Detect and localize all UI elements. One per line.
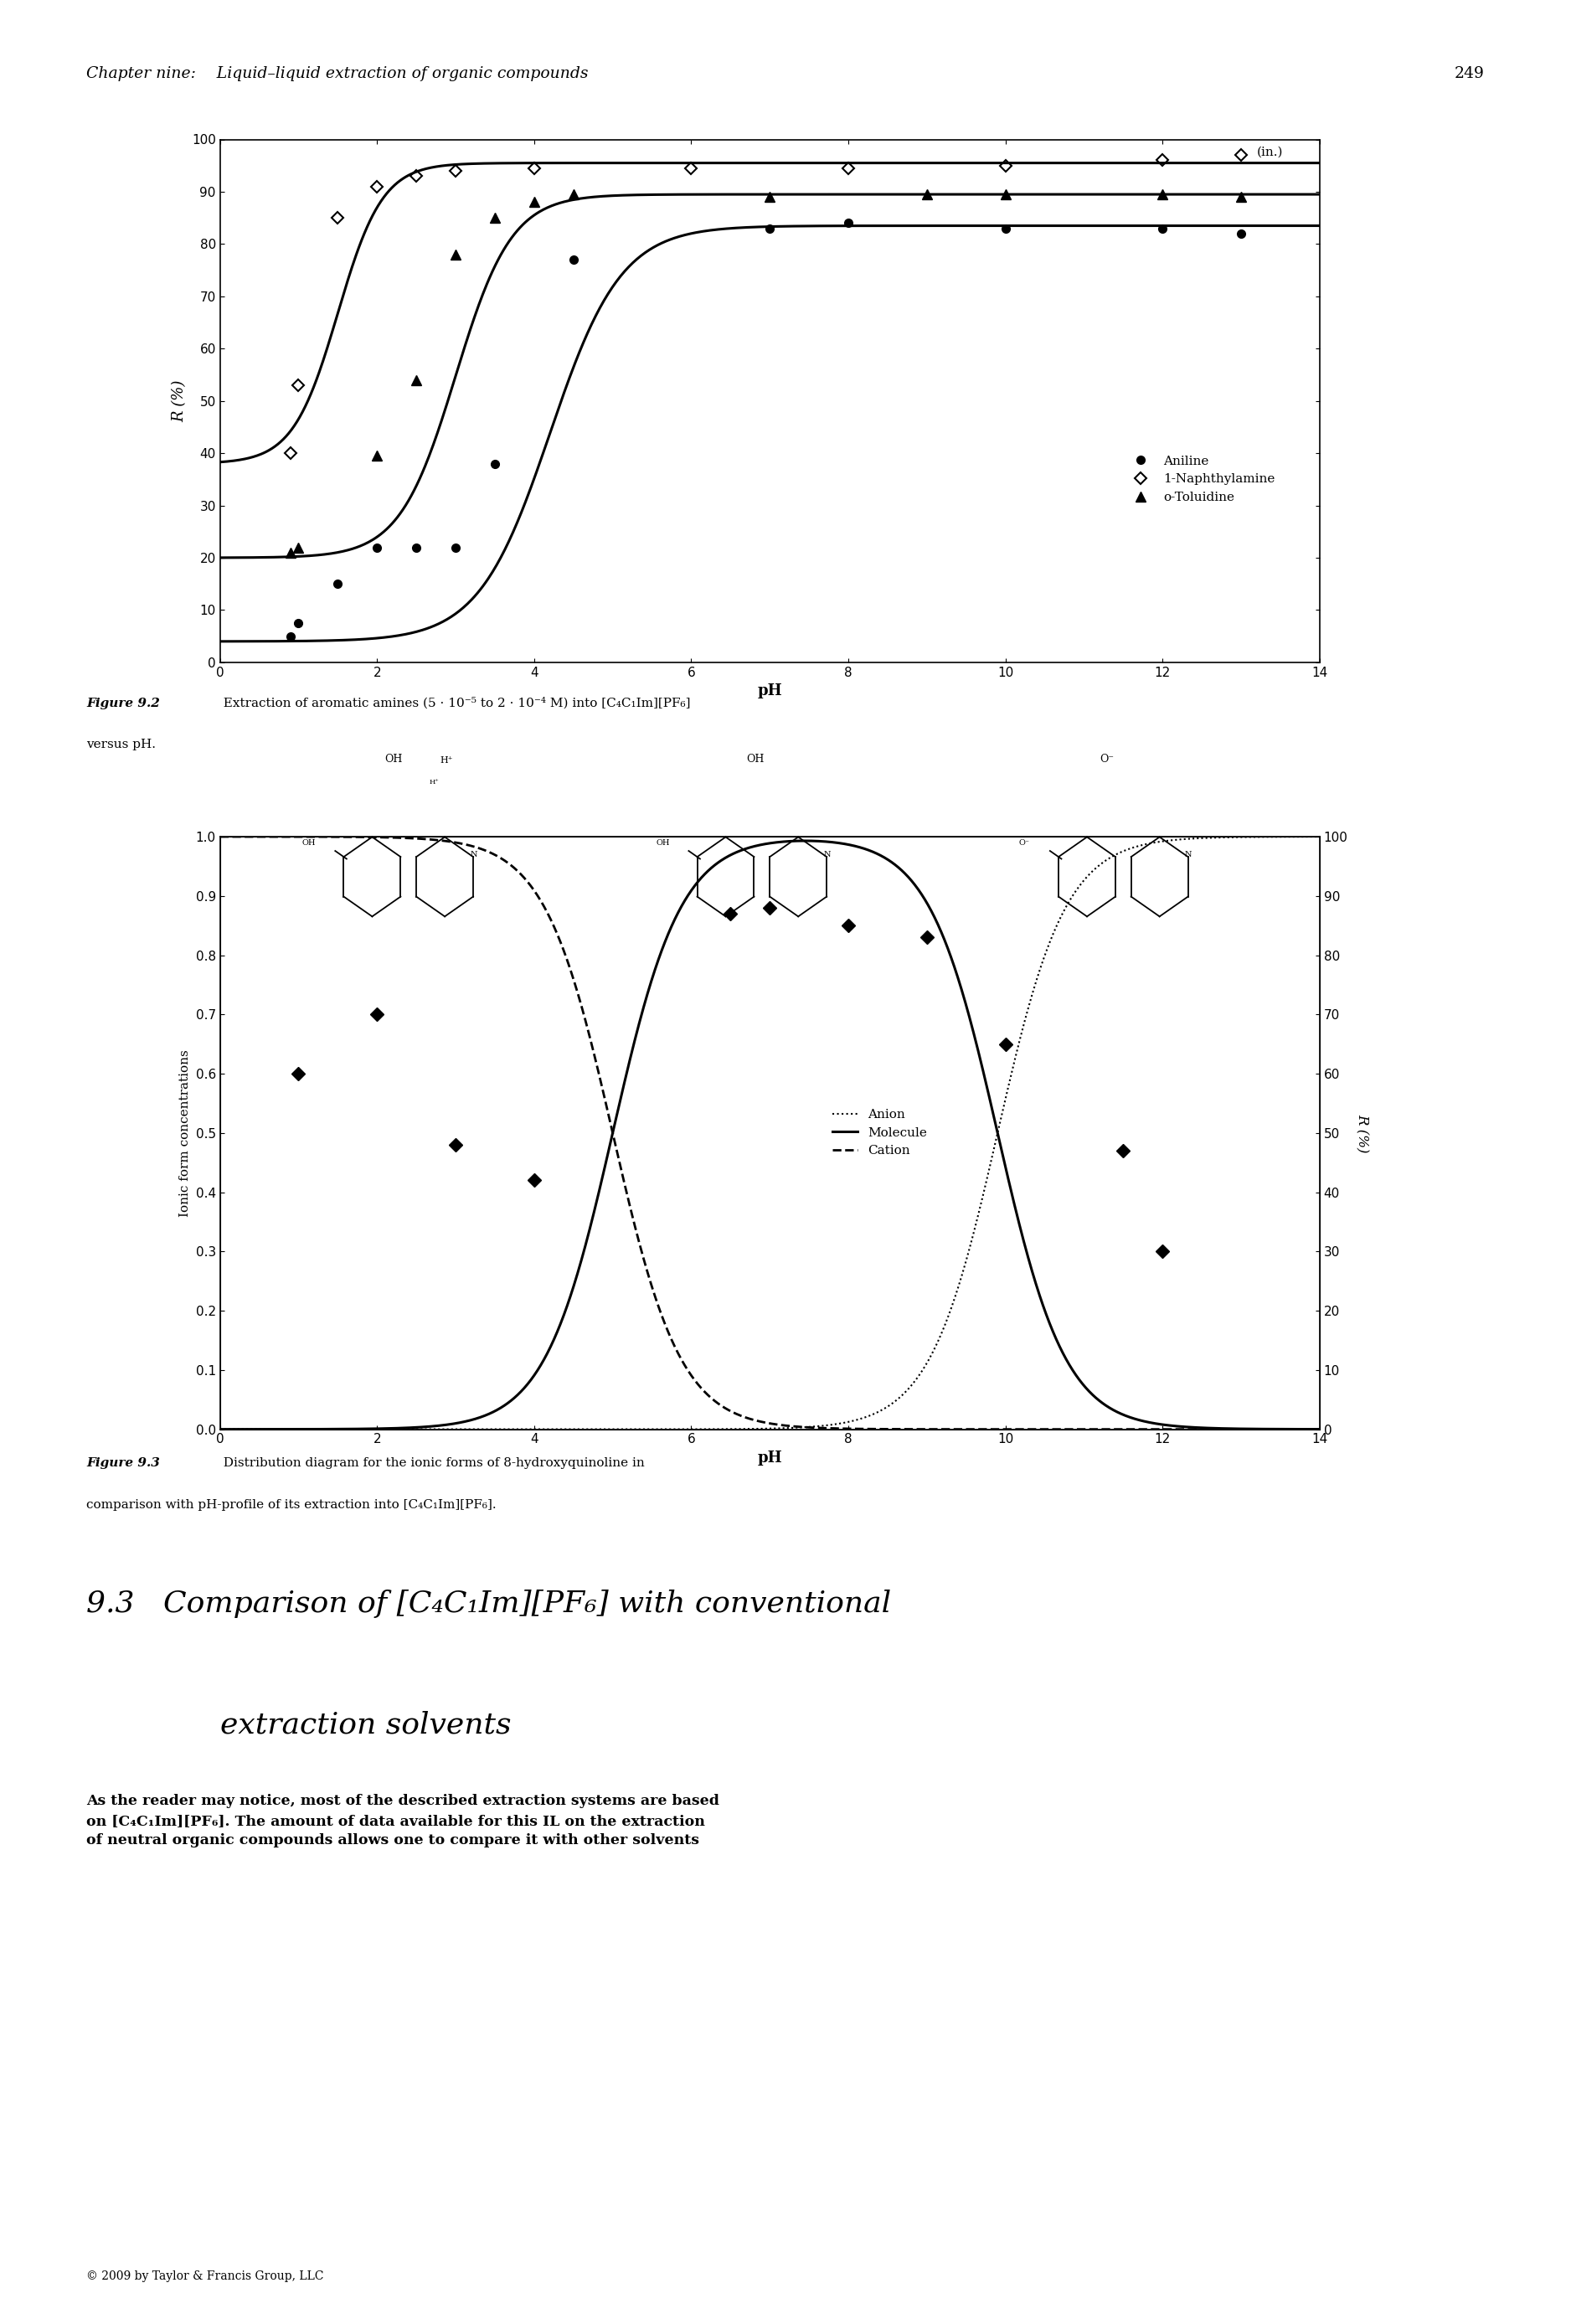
Text: O⁻: O⁻ [1100, 753, 1114, 765]
Text: Chapter nine:  Liquid–liquid extraction of organic compounds: Chapter nine: Liquid–liquid extraction o… [86, 65, 589, 81]
Text: (in.): (in.) [1257, 146, 1284, 158]
Text: © 2009 by Taylor & Francis Group, LLC: © 2009 by Taylor & Francis Group, LLC [86, 2271, 324, 2282]
Text: OH: OH [655, 839, 669, 846]
Text: N: N [1185, 851, 1192, 858]
Text: H⁺: H⁺ [440, 755, 452, 765]
Text: As the reader may notice, most of the described extraction systems are based
on : As the reader may notice, most of the de… [86, 1794, 720, 1848]
Text: H⁺: H⁺ [429, 779, 440, 786]
Text: comparison with pH-profile of its extraction into [C₄C₁Im][PF₆].: comparison with pH-profile of its extrac… [86, 1499, 496, 1511]
Text: N: N [823, 851, 831, 858]
Y-axis label: Ionic form concentrations: Ionic form concentrations [179, 1050, 192, 1215]
Text: 9.3   Comparison of [C₄C₁Im][PF₆] with conventional: 9.3 Comparison of [C₄C₁Im][PF₆] with con… [86, 1590, 891, 1618]
Text: OH: OH [302, 839, 316, 846]
Text: Figure 9.3: Figure 9.3 [86, 1457, 160, 1469]
Text: O⁻: O⁻ [1018, 839, 1029, 846]
Legend: Anion, Molecule, Cation: Anion, Molecule, Cation [826, 1104, 933, 1162]
Text: OH: OH [385, 753, 402, 765]
X-axis label: pH: pH [757, 683, 782, 700]
Text: 249: 249 [1455, 65, 1485, 81]
X-axis label: pH: pH [757, 1450, 782, 1466]
Text: Extraction of aromatic amines (5 · 10⁻⁵ to 2 · 10⁻⁴ M) into [C₄C₁Im][PF₆]: Extraction of aromatic amines (5 · 10⁻⁵ … [215, 697, 691, 709]
Legend: Aniline, 1-Naphthylamine, o-Toluidine: Aniline, 1-Naphthylamine, o-Toluidine [1123, 451, 1280, 509]
Text: N: N [470, 851, 478, 858]
Y-axis label: R (%): R (%) [1354, 1113, 1368, 1153]
Text: Distribution diagram for the ionic forms of 8-hydroxyquinoline in: Distribution diagram for the ionic forms… [215, 1457, 644, 1469]
Text: extraction solvents: extraction solvents [220, 1710, 511, 1738]
Y-axis label: R (%): R (%) [171, 379, 187, 423]
Text: OH: OH [746, 753, 764, 765]
Text: versus pH.: versus pH. [86, 739, 156, 751]
Text: Figure 9.2: Figure 9.2 [86, 697, 160, 709]
